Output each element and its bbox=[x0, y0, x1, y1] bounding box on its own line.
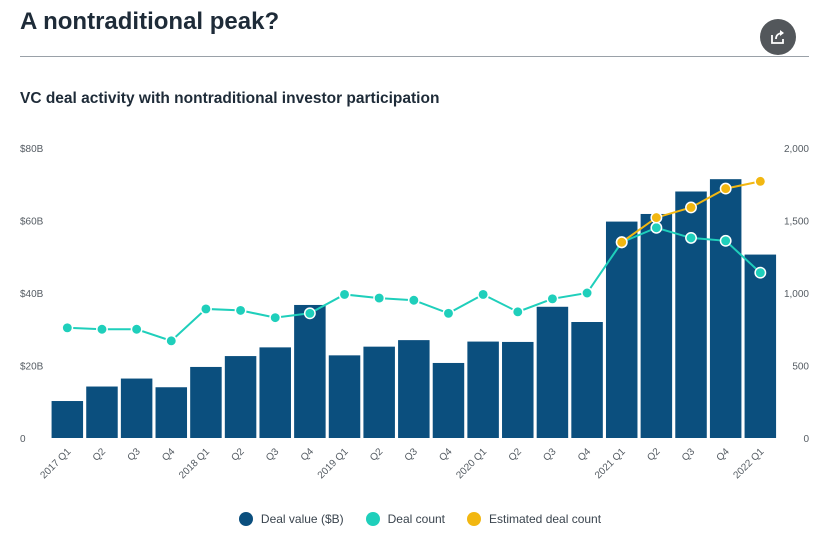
point-deal-count bbox=[373, 292, 386, 305]
y-right-tick-label: 0 bbox=[803, 434, 809, 445]
point-deal-count bbox=[407, 294, 420, 307]
x-tick-label: Q2 bbox=[507, 446, 525, 464]
bar-deal-value bbox=[86, 386, 118, 438]
bar-deal-value bbox=[51, 401, 84, 438]
point-deal-count bbox=[96, 323, 108, 336]
legend-label-deal-value: Deal value ($B) bbox=[260, 512, 344, 526]
bar-deal-value bbox=[155, 387, 188, 438]
point-deal-count bbox=[650, 221, 663, 234]
y-left-tick-label: $80B bbox=[20, 144, 44, 155]
x-tick-label: Q2 bbox=[91, 446, 109, 464]
point-deal-count bbox=[511, 305, 524, 318]
title-divider bbox=[20, 56, 809, 57]
point-estimated-deal-count bbox=[650, 211, 663, 224]
chart-title: VC deal activity with nontraditional inv… bbox=[20, 90, 440, 107]
legend-label-deal-count: Deal count bbox=[387, 512, 445, 526]
chart-legend: Deal value ($B) Deal count Estimated dea… bbox=[0, 512, 840, 526]
point-deal-count bbox=[719, 234, 732, 247]
point-estimated-deal-count bbox=[719, 182, 732, 195]
bar-deal-value bbox=[259, 347, 291, 438]
point-deal-count bbox=[199, 303, 212, 315]
point-deal-count bbox=[685, 231, 697, 244]
bar-deal-value bbox=[224, 356, 257, 438]
x-tick-label: Q3 bbox=[541, 446, 559, 464]
point-estimated-deal-count bbox=[615, 236, 628, 249]
x-tick-label: 2019 Q1 bbox=[316, 446, 351, 481]
x-tick-label: Q2 bbox=[229, 446, 247, 464]
bar-deal-value bbox=[709, 179, 742, 439]
x-tick-label: Q4 bbox=[437, 446, 455, 464]
y-left-tick-label: $40B bbox=[20, 289, 44, 300]
share-button[interactable] bbox=[760, 19, 796, 55]
x-tick-label: Q4 bbox=[576, 446, 594, 464]
x-tick-label: Q4 bbox=[299, 446, 317, 464]
legend-label-estimated-deal-count: Estimated deal count bbox=[489, 512, 602, 526]
x-tick-label: 2021 Q1 bbox=[593, 446, 628, 481]
legend-item-deal-value[interactable]: Deal value ($B) bbox=[238, 512, 344, 526]
point-deal-count bbox=[165, 334, 178, 347]
page-title: A nontraditional peak? bbox=[20, 8, 280, 35]
x-tick-label: 2018 Q1 bbox=[177, 446, 212, 481]
y-left-tick-label: $20B bbox=[20, 362, 44, 373]
point-deal-count bbox=[754, 266, 767, 279]
bar-deal-value bbox=[467, 341, 499, 438]
bar-deal-value bbox=[432, 362, 465, 438]
bar-deal-value bbox=[744, 254, 777, 438]
bar-deal-value bbox=[190, 366, 222, 438]
y-left-tick-label: $60B bbox=[20, 217, 44, 228]
share-icon bbox=[771, 30, 784, 44]
point-estimated-deal-count bbox=[685, 201, 697, 214]
point-deal-count bbox=[303, 307, 316, 320]
point-deal-count bbox=[130, 323, 143, 336]
legend-swatch-estimated-deal-count bbox=[467, 512, 481, 526]
legend-swatch-deal-count bbox=[365, 512, 380, 526]
bar-deal-value bbox=[363, 346, 395, 438]
y-left-tick-label: 0 bbox=[20, 434, 26, 445]
point-deal-count bbox=[546, 292, 559, 305]
chart: $80B $60B $40B $20B 0 2,000 1,500 1,000 500 0 2017… bbox=[20, 144, 809, 481]
point-deal-count bbox=[581, 287, 594, 299]
point-deal-count bbox=[269, 311, 282, 324]
x-tick-label: 2022 Q1 bbox=[732, 446, 767, 481]
bar-deal-value bbox=[120, 378, 153, 438]
bar-deal-value bbox=[502, 341, 534, 438]
point-deal-count bbox=[338, 288, 351, 301]
x-tick-label: Q2 bbox=[368, 446, 386, 464]
y-right-tick-label: 1,000 bbox=[784, 289, 809, 300]
bar-deal-value bbox=[536, 306, 569, 438]
bar-deal-value bbox=[605, 221, 638, 438]
x-tick-label: Q3 bbox=[126, 446, 144, 464]
point-deal-count bbox=[442, 307, 455, 320]
point-deal-count bbox=[234, 304, 247, 317]
point-estimated-deal-count bbox=[754, 175, 767, 188]
bar-deal-value bbox=[640, 213, 673, 438]
bar-deal-value bbox=[328, 355, 361, 438]
y-right-tick-label: 500 bbox=[792, 362, 809, 373]
legend-swatch-deal-value bbox=[238, 512, 253, 526]
bar-deal-value bbox=[571, 322, 603, 438]
x-tick-label: Q4 bbox=[715, 446, 733, 464]
x-tick-label: Q4 bbox=[160, 446, 178, 464]
point-deal-count bbox=[477, 288, 490, 301]
bar-deal-value bbox=[294, 304, 326, 438]
x-tick-label: 2017 Q1 bbox=[39, 446, 74, 481]
x-tick-label: Q3 bbox=[264, 446, 282, 464]
legend-item-deal-count[interactable]: Deal count bbox=[365, 512, 445, 526]
x-tick-label: Q3 bbox=[680, 446, 698, 464]
bar-deal-value bbox=[675, 191, 707, 438]
legend-item-estimated-deal-count[interactable]: Estimated deal count bbox=[467, 512, 601, 526]
x-tick-label: Q3 bbox=[403, 446, 421, 464]
y-right-tick-label: 2,000 bbox=[784, 144, 809, 155]
y-right-tick-label: 1,500 bbox=[784, 217, 809, 228]
x-tick-label: 2020 Q1 bbox=[454, 446, 489, 481]
bar-deal-value bbox=[398, 340, 430, 438]
x-tick-label: Q2 bbox=[645, 446, 663, 464]
point-deal-count bbox=[61, 321, 74, 334]
